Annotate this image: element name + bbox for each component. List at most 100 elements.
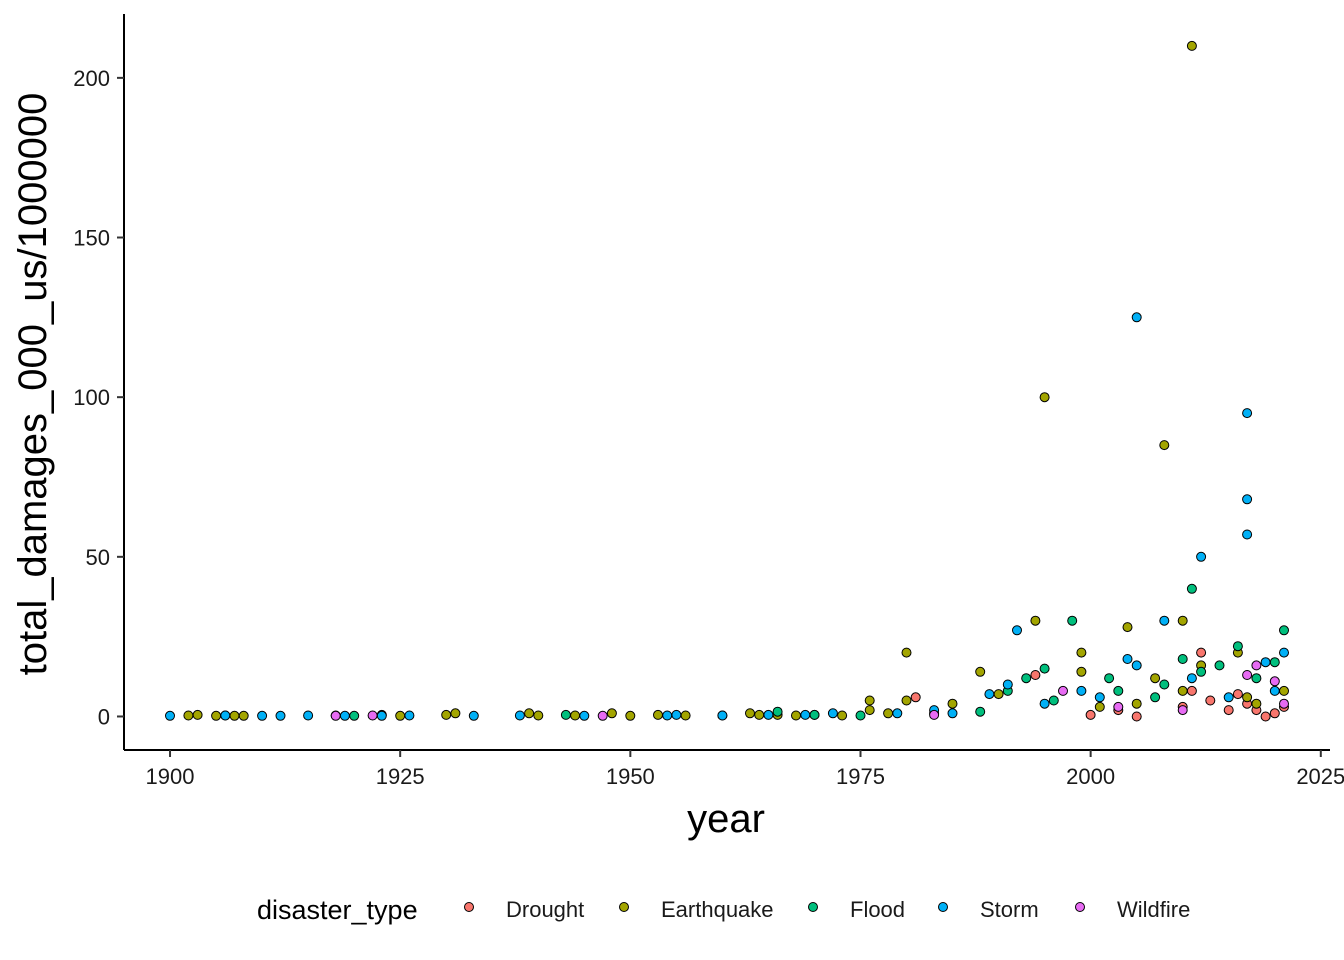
x-tick-label: 1950 (606, 764, 655, 789)
data-point (993, 689, 1004, 700)
legend-label-flood: Flood (850, 897, 905, 922)
data-point (524, 708, 535, 719)
data-point (1113, 701, 1124, 712)
legend-label-earthquake: Earthquake (661, 897, 774, 922)
data-point (1269, 676, 1280, 687)
data-point (211, 710, 222, 721)
y-tick-label: 50 (86, 545, 110, 570)
data-point (837, 710, 848, 721)
legend-title: disaster_type (257, 895, 418, 925)
data-point (1251, 673, 1262, 684)
data-point (809, 709, 820, 720)
legend-key-wildfire (1075, 902, 1085, 912)
data-point (1251, 698, 1262, 709)
data-point (570, 710, 581, 721)
data-point (1177, 705, 1188, 716)
x-tick-label: 1925 (376, 764, 425, 789)
data-point (1232, 641, 1243, 652)
data-point (183, 710, 194, 721)
data-point (901, 695, 912, 706)
data-point (1177, 654, 1188, 664)
data-point (1039, 698, 1050, 709)
data-point (349, 710, 360, 721)
data-point (395, 710, 406, 721)
data-point (763, 709, 774, 720)
data-point (855, 710, 866, 721)
data-point (662, 710, 673, 721)
data-point (533, 710, 544, 721)
data-point (450, 708, 461, 719)
data-point (275, 710, 286, 721)
data-point (579, 710, 590, 721)
data-point (1131, 698, 1142, 709)
data-point (238, 710, 249, 721)
legend: disaster_type Drought Earthquake Flood Storm… (257, 895, 1190, 925)
data-point (192, 709, 203, 720)
data-point (1131, 711, 1142, 722)
y-tick-label: 150 (73, 226, 110, 251)
data-point (947, 708, 958, 719)
data-point (1279, 685, 1289, 696)
data-point (1122, 654, 1133, 664)
data-point (1242, 529, 1253, 540)
data-point (1269, 708, 1280, 719)
data-point (606, 708, 617, 719)
data-point (1021, 673, 1032, 684)
legend-key-drought (464, 902, 474, 912)
data-point (975, 706, 986, 717)
data-point (800, 709, 811, 720)
series-earthquake (183, 40, 1289, 721)
data-point (1150, 673, 1161, 684)
data-point (653, 709, 663, 720)
data-point (1039, 663, 1050, 674)
data-point (1131, 660, 1142, 671)
data-point (910, 692, 921, 703)
data-point (1030, 670, 1041, 680)
data-point (1104, 673, 1115, 684)
data-point (1094, 701, 1105, 712)
data-point (671, 709, 682, 720)
data-point (1159, 615, 1170, 626)
data-point (1122, 622, 1133, 633)
data-point (1214, 660, 1225, 671)
data-point (1058, 685, 1068, 696)
data-point (901, 647, 912, 658)
data-point (1242, 494, 1253, 505)
data-point (1279, 698, 1289, 709)
data-point (1048, 695, 1059, 706)
data-point (514, 710, 525, 721)
data-point (864, 695, 875, 706)
data-point (984, 689, 995, 700)
data-point (1039, 392, 1050, 403)
x-tick-label: 2025 (1296, 764, 1344, 789)
data-point (883, 708, 894, 719)
data-point (1076, 647, 1087, 658)
data-point (1269, 657, 1280, 668)
x-tick-label: 1975 (836, 764, 885, 789)
data-point (929, 709, 940, 720)
x-tick-label: 2000 (1066, 764, 1115, 789)
data-point (1232, 689, 1243, 700)
data-point (468, 710, 479, 721)
legend-label-wildfire: Wildfire (1117, 897, 1190, 922)
data-point (1196, 666, 1207, 677)
data-point (745, 708, 755, 719)
data-point (597, 710, 608, 721)
data-point (1085, 709, 1096, 720)
data-point (680, 710, 691, 721)
data-point (975, 666, 986, 677)
data-point (1260, 711, 1271, 722)
series-flood (330, 583, 1289, 721)
data-point (1196, 647, 1207, 658)
y-tick-label: 0 (98, 704, 110, 729)
series-wildfire (330, 660, 1289, 721)
data-point (1279, 625, 1289, 636)
legend-label-storm: Storm (980, 897, 1039, 922)
data-point (1094, 692, 1105, 703)
data-point (1076, 685, 1087, 696)
data-point (330, 710, 341, 721)
data-point (339, 710, 350, 721)
data-point (1223, 705, 1234, 716)
data-point (367, 710, 378, 721)
